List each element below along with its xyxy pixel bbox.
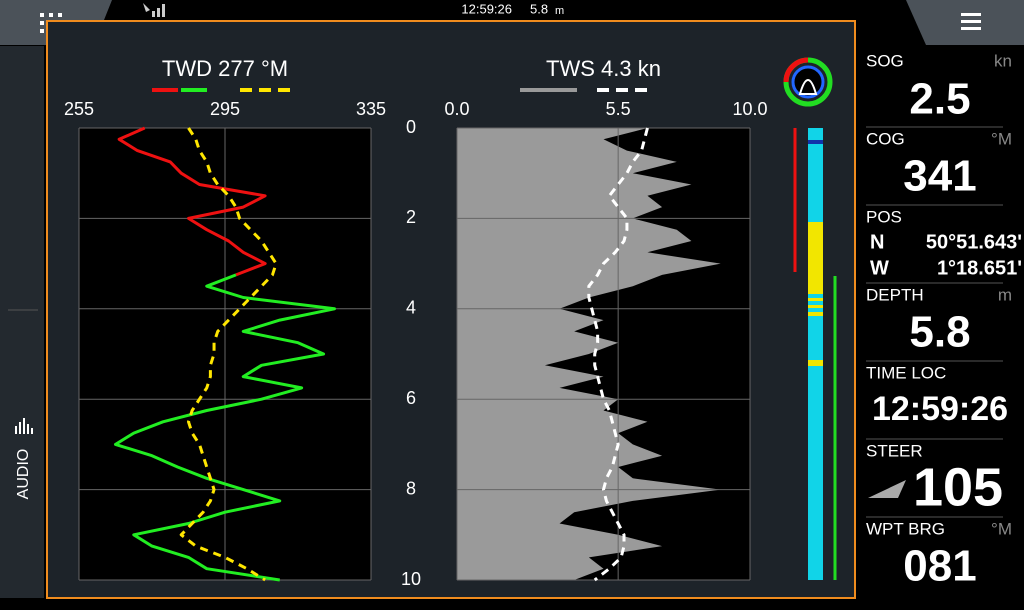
status-depth: 5.8 (530, 1, 548, 16)
line (114, 273, 336, 582)
status-time: 12:59:26 (461, 1, 512, 16)
depth-value: 5.8 (909, 308, 970, 357)
time-value: 12:59:26 (872, 390, 1008, 428)
time-tick-label: 4 (406, 298, 416, 318)
sog-value: 2.5 (909, 75, 970, 124)
time-tick-label: 2 (406, 207, 416, 227)
value-tick-label: 0.0 (444, 99, 469, 119)
area (457, 128, 721, 580)
value-tick-label: 335 (356, 99, 386, 119)
side-strip (793, 128, 837, 580)
value-tick-label: 5.5 (606, 99, 631, 119)
sog-label: SOG (866, 51, 904, 70)
status-depth-unit: m (555, 5, 564, 17)
cog-label: COG (866, 129, 905, 148)
time-tick-label: 10 (401, 569, 421, 589)
wpt-label: WPT BRG (866, 519, 945, 538)
line (587, 127, 649, 582)
sog-unit: kn (994, 51, 1012, 70)
cog-unit: °M (991, 129, 1012, 148)
chart-title: TWD 277 °M (162, 56, 288, 81)
data-panel: SOG kn 2.5 COG °M 341 POS N 50°51.643' W… (866, 51, 1022, 591)
depth-unit: m (998, 285, 1012, 304)
steer-arrow (868, 480, 906, 498)
wind-icon (783, 57, 833, 107)
value-tick-label: 10.0 (732, 99, 767, 119)
time-tick-label: 6 (406, 388, 416, 408)
cog-value: 341 (903, 152, 976, 201)
pos-label: POS (866, 207, 902, 226)
wpt-value: 081 (903, 542, 976, 591)
line (117, 126, 267, 277)
steer-value: 105 (913, 457, 1003, 517)
time-label: TIME LOC (866, 363, 946, 382)
time-tick-label: 8 (406, 478, 416, 498)
depth-label: DEPTH (866, 285, 924, 304)
time-tick-label: 0 (406, 117, 416, 137)
chart-title: TWS 4.3 kn (546, 56, 661, 81)
lat-value: 50°51.643' (926, 231, 1022, 253)
value-tick-label: 255 (64, 99, 94, 119)
audio-icon[interactable] (15, 418, 33, 434)
lon-hemisphere: W (870, 257, 889, 279)
steer-label: STEER (866, 441, 923, 460)
sidebar (0, 46, 44, 598)
value-tick-label: 295 (210, 99, 240, 119)
wpt-unit: °M (991, 519, 1012, 538)
sidebar-label[interactable]: AUDIO (15, 449, 32, 500)
lon-value: 1°18.651' (937, 257, 1022, 279)
charts: TWD 277 °M 0 2 4 6 8 10 255 295 335 TWS 4.3 kn 0.0 5… (64, 56, 768, 589)
line (179, 127, 278, 582)
lat-hemisphere: N (870, 231, 884, 253)
menu-icon (961, 13, 981, 30)
signal-icon (143, 3, 165, 17)
